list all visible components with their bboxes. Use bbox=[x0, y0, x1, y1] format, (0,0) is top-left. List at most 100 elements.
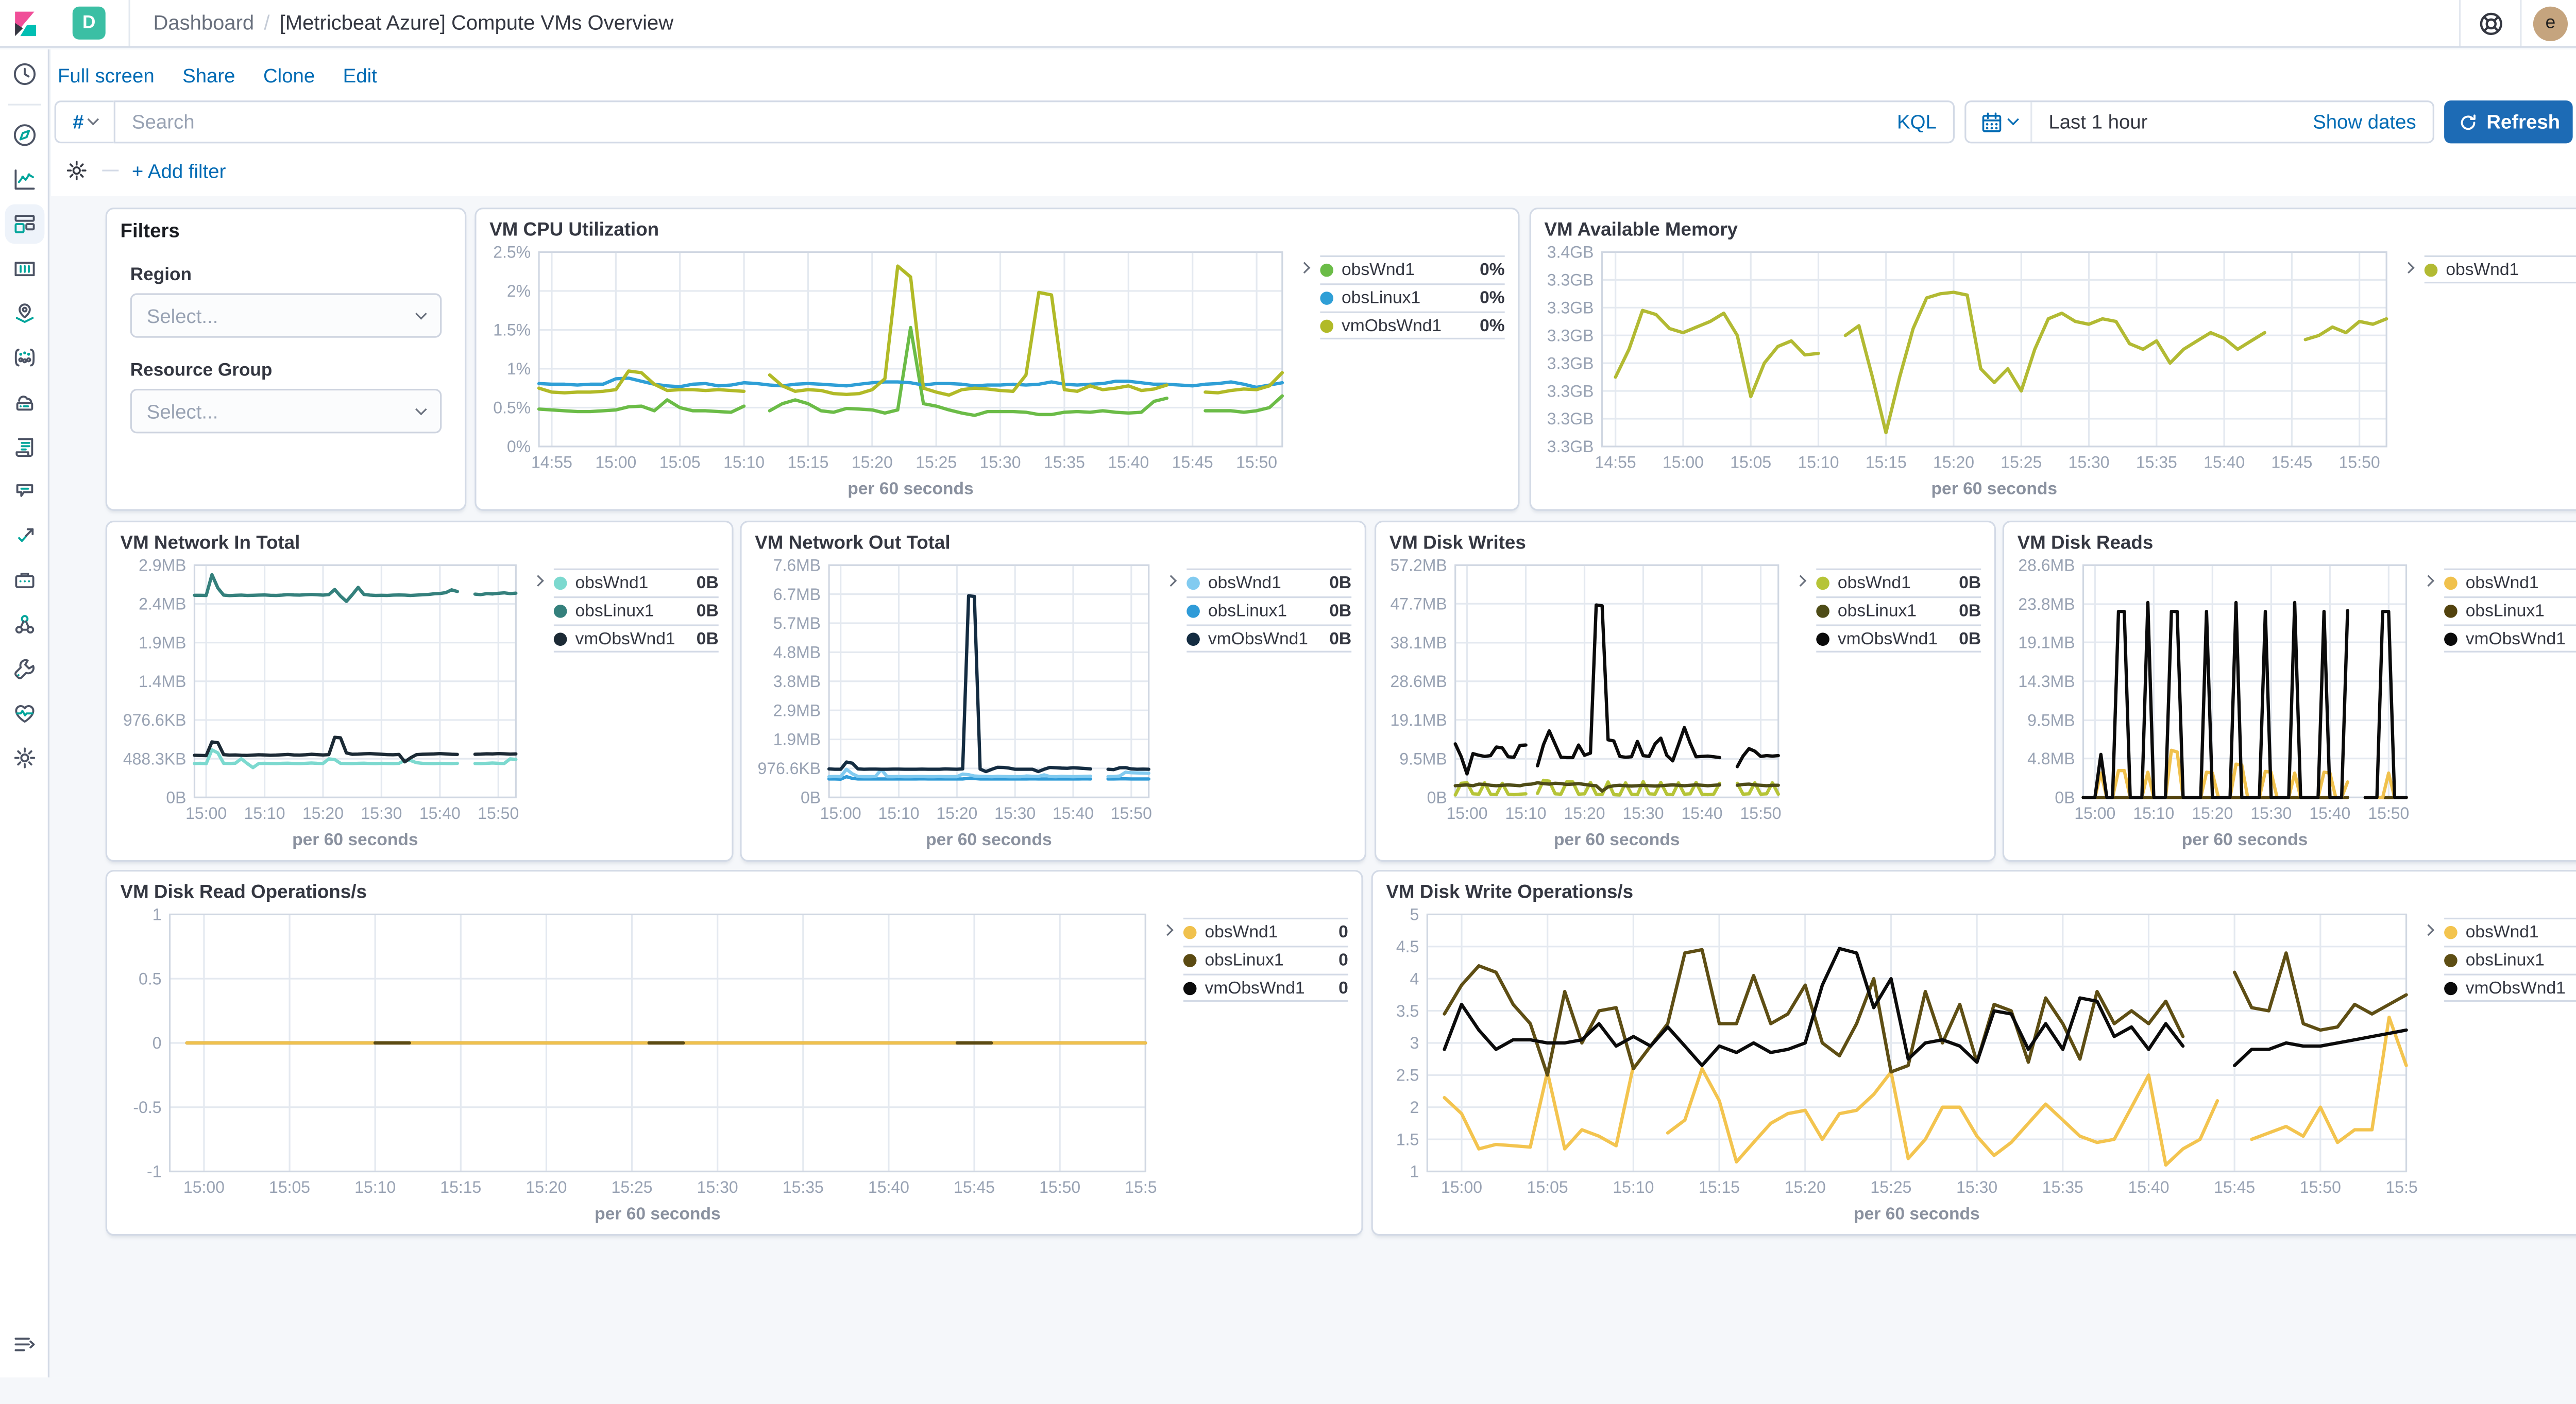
svg-text:488.3KB: 488.3KB bbox=[123, 749, 187, 768]
chart-legend: obsWnd1 0B obsLinux1 0B vmObsWnd1 0B bbox=[553, 568, 719, 850]
svg-text:3.3GB: 3.3GB bbox=[1547, 271, 1594, 289]
share-link[interactable]: Share bbox=[182, 64, 235, 88]
legend-item-obsWnd1[interactable]: obsWnd1 0% bbox=[1320, 255, 1505, 283]
legend-toggle-chevron[interactable] bbox=[2398, 255, 2420, 499]
vm-disk-writes-chart[interactable]: 0B 9.5MB 19.1MB 28.6MB 38.1MB 47.7MB 57.2MB 15:… bbox=[1389, 555, 1790, 850]
legend-toggle-chevron[interactable] bbox=[528, 569, 549, 850]
search-input[interactable] bbox=[115, 110, 1881, 134]
breadcrumb-root[interactable]: Dashboard bbox=[153, 11, 255, 35]
series-color-dot bbox=[2444, 605, 2458, 618]
panel-vm-network-in-total: VM Network In Total 0B 488.3KB 976.6KB 1.4M… bbox=[105, 520, 734, 862]
series-color-dot bbox=[553, 605, 567, 618]
time-range-value[interactable]: Last 1 hour bbox=[2048, 110, 2148, 134]
vm-available-memory-chart[interactable]: 3.3GB 3.3GB 3.3GB 3.3GB 3.3GB 3.3GB 3.3GB 3.4GB… bbox=[1544, 242, 2398, 499]
svg-text:15:20: 15:20 bbox=[1564, 804, 1605, 823]
legend-item-obsLinux1[interactable]: obsLinux1 0% bbox=[1320, 283, 1505, 311]
svg-text:3.3GB: 3.3GB bbox=[1547, 409, 1594, 428]
legend-item-vmObsWnd1[interactable]: vmObsWnd1 0% bbox=[1320, 311, 1505, 339]
sidebar-item-dashboard[interactable] bbox=[4, 204, 44, 244]
sidebar-item-machine-learning[interactable] bbox=[4, 338, 44, 378]
sidebar-item-apm[interactable] bbox=[4, 471, 44, 511]
space-badge[interactable]: D bbox=[72, 6, 106, 40]
edit-link[interactable]: Edit bbox=[343, 64, 377, 88]
svg-text:1.9MB: 1.9MB bbox=[773, 730, 821, 749]
filter-settings-button[interactable] bbox=[64, 158, 89, 183]
legend-toggle-chevron[interactable] bbox=[2418, 569, 2439, 850]
vm-disk-reads-chart[interactable]: 0B 4.8MB 9.5MB 14.3MB 19.1MB 23.8MB 28.6MB 15:0… bbox=[2018, 555, 2418, 850]
sidebar-item-visualize[interactable] bbox=[4, 160, 44, 199]
sidebar-item-siem[interactable] bbox=[4, 560, 44, 600]
series-name: obsWnd1 bbox=[1837, 573, 1911, 593]
dashboard-icon bbox=[13, 215, 34, 233]
sidebar-item-graph[interactable] bbox=[4, 605, 44, 644]
sidebar-item-logs[interactable] bbox=[4, 427, 44, 467]
sidebar-item-management[interactable] bbox=[4, 738, 44, 778]
vm-cpu-utilization-chart[interactable]: 0% 0.5% 1% 1.5% 2% 2.5% 14:55 15:00 15:05 15:10 15… bbox=[489, 242, 1294, 499]
svg-text:15:30: 15:30 bbox=[697, 1178, 738, 1196]
legend-toggle-chevron[interactable] bbox=[1157, 918, 1179, 1224]
svg-text:15:40: 15:40 bbox=[419, 804, 461, 823]
svg-text:15:35: 15:35 bbox=[2042, 1178, 2083, 1196]
sidebar-item-recently-viewed[interactable] bbox=[4, 55, 44, 94]
help-button[interactable] bbox=[2461, 0, 2520, 46]
full-screen-link[interactable]: Full screen bbox=[57, 64, 155, 88]
svg-text:15:15: 15:15 bbox=[1699, 1178, 1740, 1196]
show-dates-link[interactable]: Show dates bbox=[2313, 110, 2416, 134]
series-color-dot bbox=[1187, 631, 1200, 645]
clone-link[interactable]: Clone bbox=[263, 64, 315, 88]
kibana-logo[interactable] bbox=[0, 0, 49, 46]
sidebar-item-infrastructure[interactable] bbox=[4, 382, 44, 422]
series-name: obsLinux1 bbox=[1208, 601, 1287, 622]
svg-text:0.5%: 0.5% bbox=[493, 399, 531, 417]
legend-toggle-chevron[interactable] bbox=[1160, 569, 1182, 850]
add-filter-link[interactable]: + Add filter bbox=[131, 159, 226, 182]
sidebar-item-dev-tools[interactable] bbox=[4, 649, 44, 689]
series-value: 0 bbox=[1338, 978, 1348, 998]
region-select[interactable]: Select... bbox=[130, 293, 442, 338]
svg-text:2.5: 2.5 bbox=[1396, 1066, 1419, 1085]
calendar-button[interactable] bbox=[1966, 102, 2032, 142]
breadcrumb: Dashboard / [Metricbeat Azure] Compute V… bbox=[154, 11, 674, 35]
sidebar-item-stack-monitoring[interactable] bbox=[4, 694, 44, 733]
kql-toggle[interactable]: KQL bbox=[1896, 110, 1937, 134]
sidebar-item-uptime[interactable] bbox=[4, 516, 44, 555]
vm-network-out-total-chart[interactable]: 0B 976.6KB 1.9MB 2.9MB 3.8MB 4.8MB 5.7MB 6.7MB 7… bbox=[755, 555, 1160, 850]
legend-toggle-chevron[interactable] bbox=[1790, 569, 1811, 850]
legend-toggle-chevron[interactable] bbox=[1294, 255, 1315, 499]
svg-text:15:10: 15:10 bbox=[878, 804, 920, 823]
vm-network-in-total-chart[interactable]: 0B 488.3KB 976.6KB 1.4MB 1.9MB 2.4MB 2.9MB 15:0… bbox=[121, 555, 528, 850]
sidebar-item-canvas[interactable] bbox=[4, 249, 44, 288]
svg-text:2.9MB: 2.9MB bbox=[139, 556, 186, 574]
sidebar-item-maps[interactable] bbox=[4, 293, 44, 333]
saved-query-menu-button[interactable]: # bbox=[54, 100, 114, 144]
sidebar-item-discover[interactable] bbox=[4, 115, 44, 155]
refresh-button[interactable]: Refresh bbox=[2444, 100, 2573, 144]
resource-group-select[interactable]: Select... bbox=[130, 388, 442, 434]
legend-toggle-chevron[interactable] bbox=[2418, 918, 2439, 1224]
vm-disk-write-operations-chart[interactable]: 1 1.5 2 2.5 3 3.5 4 4.5 5 15:00 15:05 15:10 15:15 15:… bbox=[1386, 904, 2418, 1224]
svg-text:-1: -1 bbox=[147, 1162, 161, 1181]
sidebar-collapse-button[interactable] bbox=[4, 1325, 44, 1364]
vm-disk-read-operations-chart[interactable]: -1 -0.5 0 0.5 1 15:00 15:05 15:10 15:15 15:20 15:2… bbox=[121, 904, 1157, 1224]
avatar[interactable]: e bbox=[2533, 6, 2568, 41]
